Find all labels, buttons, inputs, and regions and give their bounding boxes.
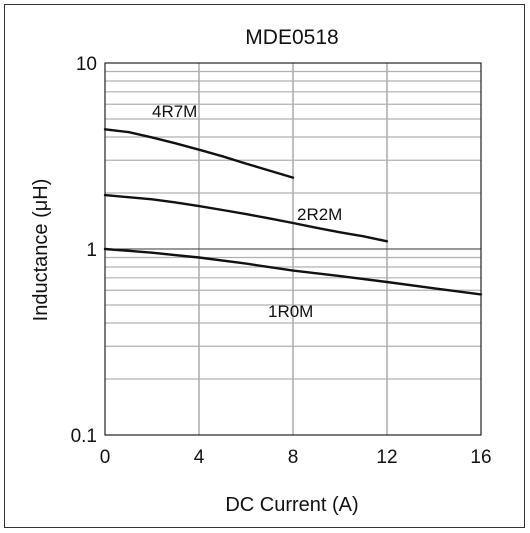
grid-lines: [105, 63, 481, 435]
y-tick-label: 10: [76, 54, 97, 75]
x-tick-labels: 0 4 8 12 16: [100, 447, 492, 468]
series-line-4r7m: [103, 128, 295, 179]
y-tick-labels: 0.1 1 10: [71, 54, 97, 447]
x-axis-label: DC Current (A): [225, 494, 358, 516]
series-labels: 4R7M 2R2M 1R0M: [152, 102, 342, 321]
y-tick-label: 0.1: [71, 426, 97, 447]
x-tick-label: 8: [288, 447, 299, 468]
x-tick-label: 0: [100, 447, 111, 468]
chart-title: MDE0518: [245, 26, 338, 49]
y-axis-label: Inductance (μH): [30, 179, 52, 322]
series-label-2r2m: 2R2M: [297, 205, 342, 224]
x-tick-label: 16: [470, 447, 491, 468]
series-lines: [103, 128, 483, 296]
series-label-4r7m: 4R7M: [152, 102, 197, 121]
x-tick-label: 12: [376, 447, 397, 468]
series-line-2r2m: [103, 193, 389, 243]
y-tick-label: 1: [86, 240, 97, 261]
series-line-1r0m: [103, 247, 483, 296]
series-label-1r0m: 1R0M: [268, 302, 313, 321]
x-tick-label: 4: [194, 447, 205, 468]
